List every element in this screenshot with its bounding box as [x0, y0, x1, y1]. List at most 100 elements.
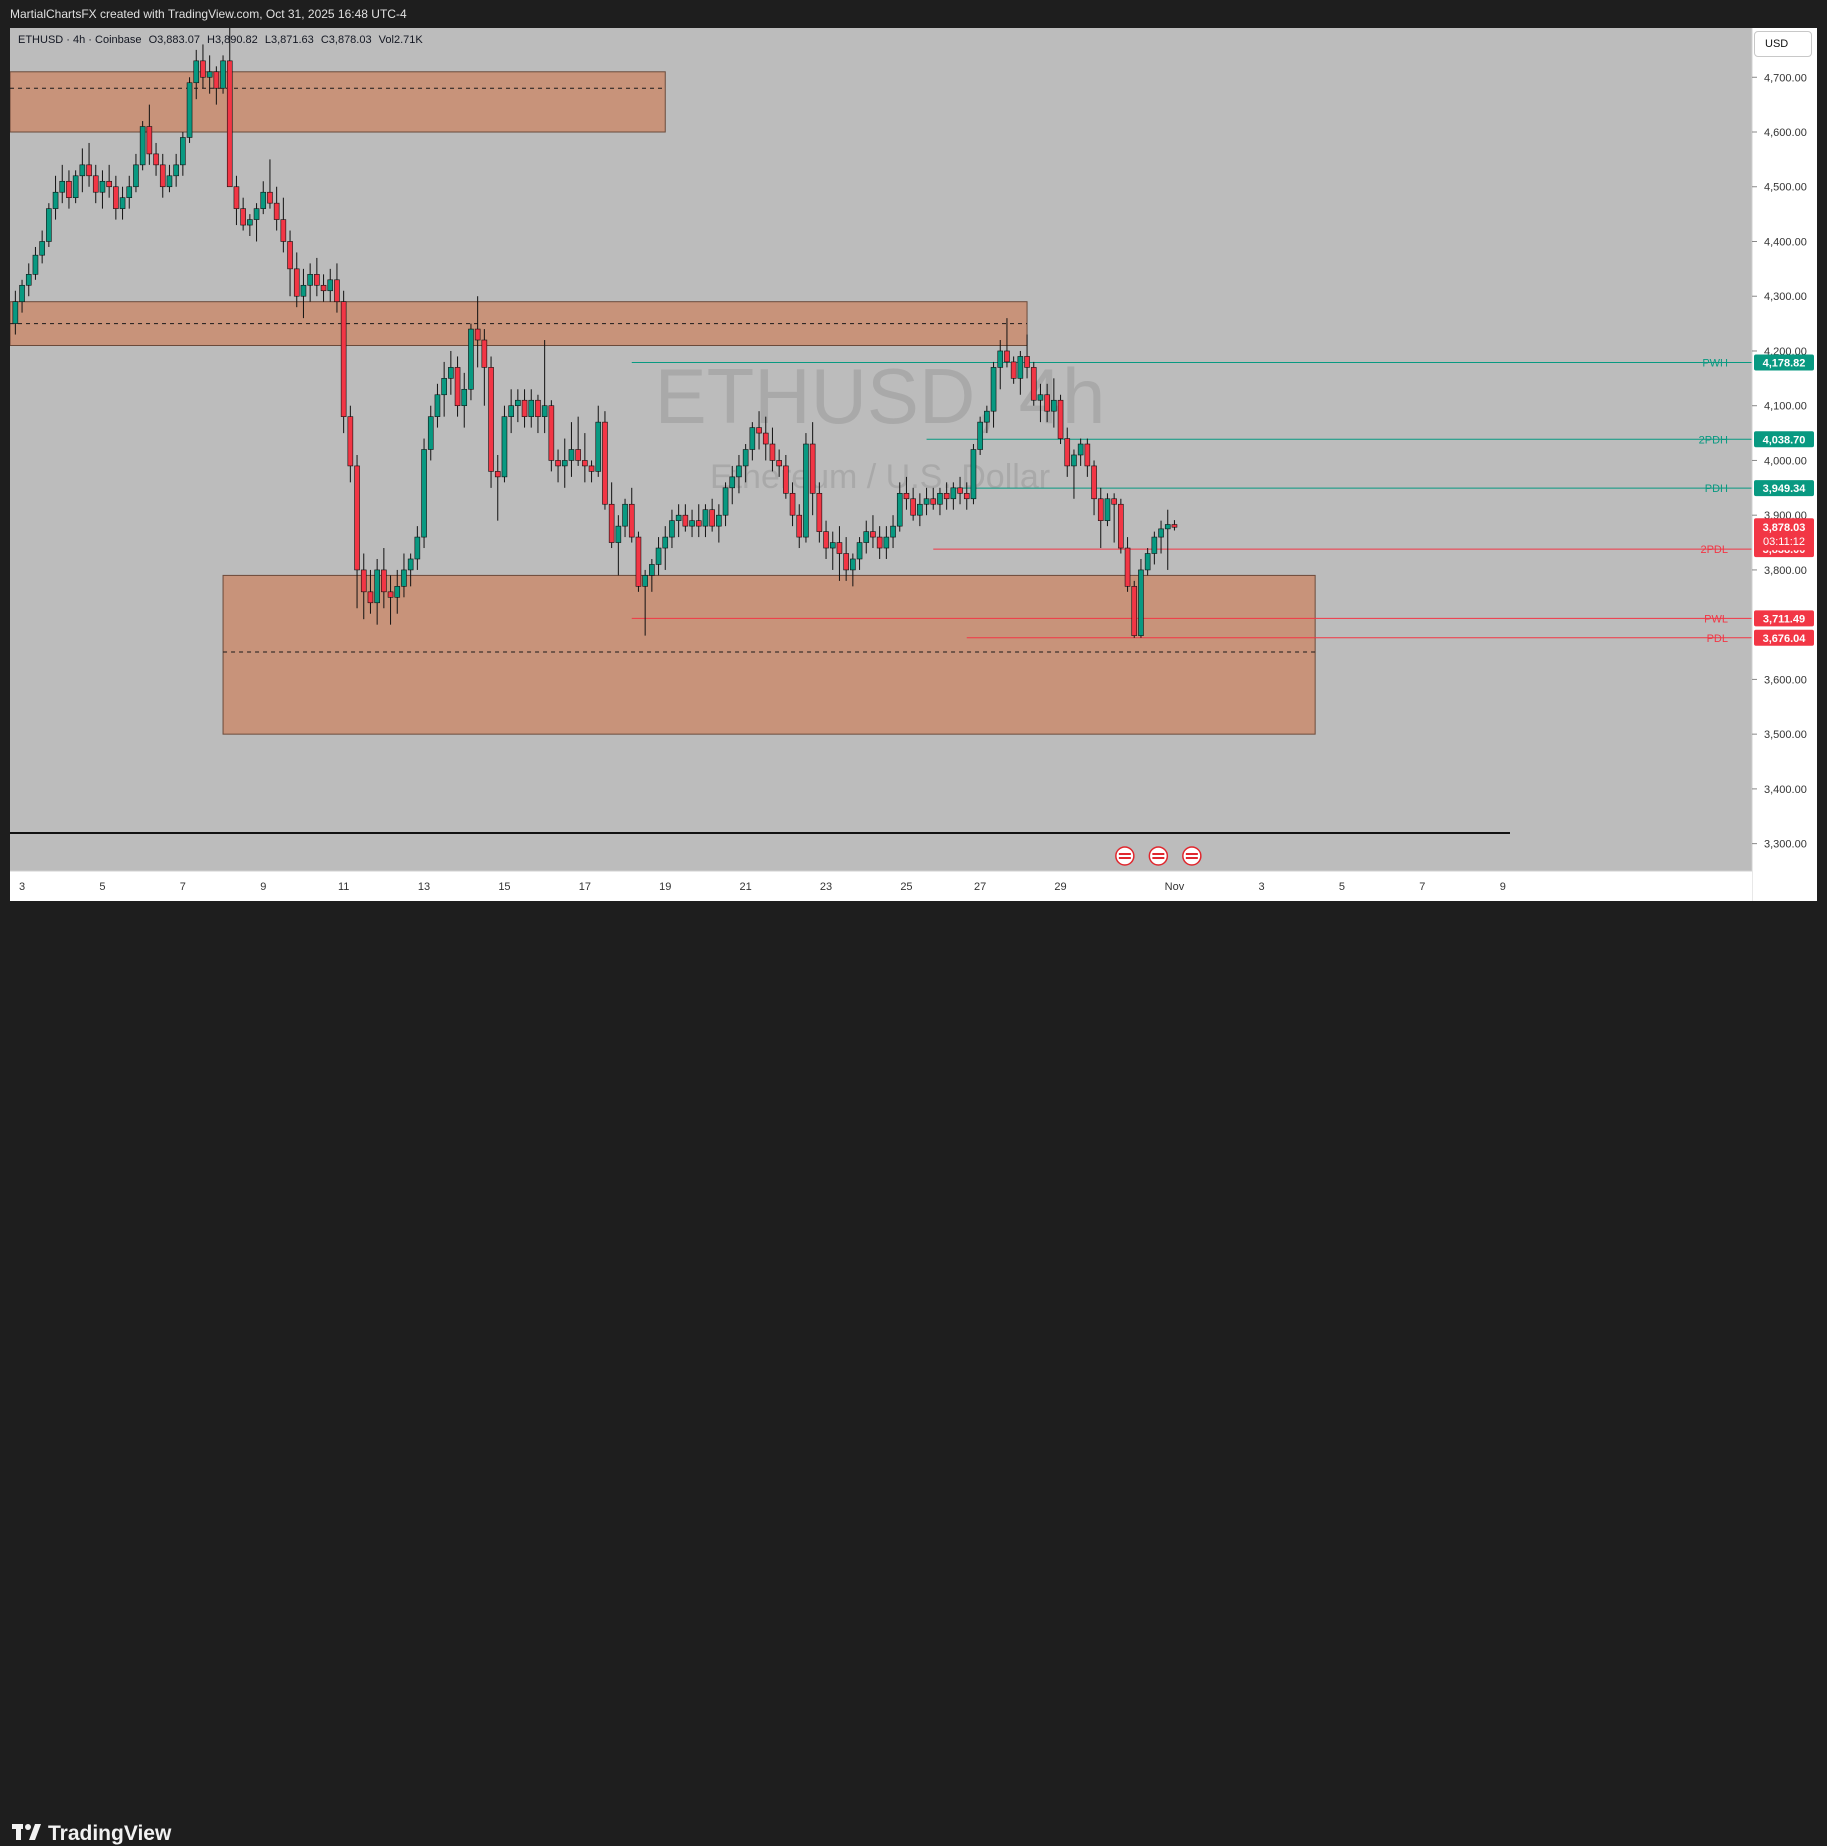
candle-body: [347, 416, 354, 467]
candle-body: [836, 542, 843, 554]
candle-body: [340, 301, 347, 417]
legend-symbol: ETHUSD · 4h · Coinbase: [18, 34, 142, 46]
legend-volume: Vol2.71K: [378, 34, 423, 46]
candle-body: [695, 520, 702, 527]
chart-frame[interactable]: ETHUSD, 4h Ethereum / U.S. Dollar PWH 2PDH P…: [10, 28, 1817, 901]
us-flag-stripe-icon: [1118, 857, 1131, 859]
tradingview-logo[interactable]: TradingView: [12, 1822, 171, 1846]
us-flag-stripe-icon: [1152, 857, 1165, 859]
candle-body: [582, 460, 588, 467]
candle-body: [448, 367, 454, 379]
candle-body: [86, 164, 92, 177]
candle-body: [240, 208, 246, 226]
candle-body: [434, 394, 441, 417]
candle-body: [19, 284, 25, 303]
candle-body: [950, 487, 957, 500]
candle-body: [608, 503, 615, 543]
candle-body: [662, 536, 669, 549]
tradingview-brand-text: TradingView: [48, 1822, 172, 1845]
header-bar: MartialChartsFX created with TradingView…: [0, 0, 1827, 28]
candle-body: [783, 465, 789, 494]
time-tick-label: 17: [579, 881, 591, 893]
us-flag-stripe-icon: [1152, 853, 1165, 855]
candle-body: [642, 575, 648, 587]
candle-body: [1030, 367, 1037, 401]
candle-body: [789, 492, 796, 516]
candle-body: [1164, 524, 1171, 530]
candle-body: [883, 536, 890, 549]
candle-body: [896, 492, 903, 527]
time-tick-label: 3: [19, 881, 25, 893]
candle-body: [501, 416, 508, 478]
candle-body: [173, 164, 179, 177]
candle-body: [655, 547, 662, 565]
candle-body: [461, 388, 468, 407]
price-tick-label: 4,500.00: [1764, 182, 1807, 194]
candle-body: [1064, 438, 1071, 467]
candle-body: [193, 60, 200, 84]
candle-body: [588, 465, 595, 472]
candle-body: [1071, 454, 1077, 467]
level-price-tag-label: 3,949.34: [1763, 483, 1807, 495]
candle-body: [106, 180, 112, 188]
candle-body: [829, 542, 836, 549]
last-price-tag: [1754, 518, 1814, 551]
candle-body: [320, 284, 327, 292]
candle-body: [863, 531, 870, 543]
candle-body: [602, 421, 608, 505]
candle-body: [394, 586, 401, 598]
candle-body: [401, 569, 407, 587]
candle-body: [702, 509, 709, 527]
watermark-symbol: ETHUSD, 4h: [655, 352, 1106, 440]
candle-body: [575, 449, 581, 461]
candle-body: [421, 449, 427, 538]
candle-body: [1004, 350, 1010, 363]
us-flag-event-icon: [1148, 846, 1169, 866]
candle-body: [1151, 536, 1158, 554]
candle-body: [260, 191, 267, 209]
candle-body: [722, 487, 729, 516]
candle-body: [809, 443, 816, 494]
candle-body: [850, 558, 856, 571]
candle-body: [441, 378, 447, 396]
candle-body: [595, 421, 602, 472]
chart-canvas[interactable]: ETHUSD, 4h Ethereum / U.S. Dollar PWH 2PDH P…: [10, 28, 1817, 901]
us-flag-event-icon: [1182, 846, 1202, 866]
candle-body: [635, 536, 642, 587]
level-price-tag: [1754, 480, 1814, 497]
time-tick-label: 11: [338, 881, 349, 893]
candle-body: [427, 416, 434, 450]
level-label-PDH: PDH: [1705, 483, 1728, 495]
level-label-PWL: PWL: [1704, 613, 1728, 625]
candle-body: [1017, 356, 1024, 379]
candle-body: [334, 279, 340, 303]
candle-body: [119, 197, 126, 209]
us-flag-stripe-icon: [1185, 857, 1198, 859]
candle-body: [689, 520, 695, 527]
candle-body: [876, 536, 883, 549]
candle-body: [1024, 356, 1030, 368]
candle-body: [280, 219, 287, 242]
candle-body: [1171, 524, 1178, 528]
candle-body: [360, 569, 367, 593]
candle-body: [153, 153, 159, 166]
time-tick-label: 15: [498, 881, 510, 893]
level-label-2PDH: 2PDH: [1699, 434, 1728, 446]
candle-body: [233, 186, 240, 209]
legend-low: L3,871.63: [264, 34, 314, 46]
currency-button[interactable]: USD: [1754, 31, 1812, 57]
time-tick-label: 9: [1500, 881, 1506, 893]
candle-body: [669, 520, 675, 538]
candle-body: [1118, 503, 1124, 549]
time-axis: [10, 871, 1752, 901]
candle-body: [615, 525, 622, 543]
candle-body: [293, 268, 300, 297]
candle-body: [843, 553, 849, 571]
candle-body: [287, 241, 293, 270]
level-price-tag: [1754, 629, 1814, 646]
legend-open: O3,883.07: [148, 34, 200, 46]
candle-body: [561, 460, 568, 467]
time-tick-label: 23: [820, 881, 832, 893]
candle-body: [1138, 569, 1144, 636]
candle-body: [166, 175, 173, 188]
